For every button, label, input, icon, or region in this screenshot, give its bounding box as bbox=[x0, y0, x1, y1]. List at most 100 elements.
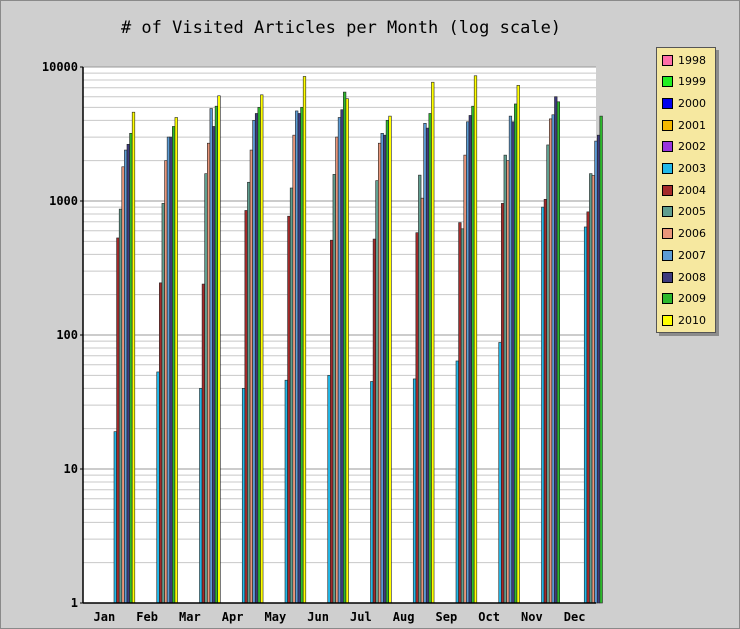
legend-label: 1999 bbox=[678, 75, 706, 89]
legend-item-2008: 2008 bbox=[662, 270, 706, 284]
bar-2005-aug bbox=[418, 174, 422, 604]
bar-2004-aug bbox=[415, 232, 419, 604]
legend-swatch bbox=[662, 293, 673, 305]
legend-swatch bbox=[662, 163, 673, 174]
x-tick-label-feb: Feb bbox=[136, 610, 158, 624]
bar-2010-jul bbox=[388, 115, 392, 604]
legend-swatch bbox=[662, 76, 673, 88]
bar-2003-aug bbox=[412, 378, 417, 604]
bar-2010-apr bbox=[260, 94, 264, 604]
legend-item-2009: 2009 bbox=[662, 292, 706, 306]
bar-2007-mar bbox=[209, 108, 213, 604]
bar-2007-jun bbox=[337, 117, 342, 604]
bar-2010-may bbox=[302, 76, 307, 604]
bar-2004-jun bbox=[330, 239, 334, 604]
bar-2005-apr bbox=[247, 181, 251, 604]
bar-2003-nov bbox=[541, 206, 545, 604]
bar-2010-feb bbox=[174, 117, 178, 604]
bar-2005-jan bbox=[118, 208, 123, 604]
legend-item-1998: 1998 bbox=[662, 53, 706, 67]
bar-2006-feb bbox=[164, 160, 168, 604]
bar-2009-jan bbox=[129, 133, 133, 604]
x-tick-label-jan: Jan bbox=[94, 610, 116, 624]
legend-swatch bbox=[662, 97, 673, 109]
x-tick-label-dec: Dec bbox=[564, 610, 586, 624]
bar-2007-sep bbox=[466, 121, 470, 604]
bar-2006-aug bbox=[420, 197, 424, 604]
bar-2004-oct bbox=[501, 203, 505, 604]
bar-2004-mar bbox=[201, 283, 206, 604]
bar-2005-sep bbox=[460, 228, 465, 604]
legend-item-1999: 1999 bbox=[662, 75, 706, 89]
bar-2003-oct bbox=[498, 342, 502, 604]
bar-2009-mar bbox=[214, 105, 219, 604]
bar-2006-jan bbox=[121, 166, 125, 604]
legend-label: 1998 bbox=[678, 53, 706, 67]
legend-label: 2002 bbox=[678, 140, 706, 154]
x-tick-label-jul: Jul bbox=[350, 610, 372, 624]
bar-2004-dec bbox=[586, 211, 590, 604]
bar-2003-jun bbox=[327, 375, 331, 604]
bar-2008-aug bbox=[425, 127, 430, 604]
bar-2007-dec bbox=[594, 140, 598, 604]
bar-2005-dec bbox=[589, 173, 593, 604]
bar-2009-dec bbox=[599, 115, 603, 604]
bar-2006-sep bbox=[463, 154, 467, 604]
x-tick-label-apr: Apr bbox=[222, 610, 244, 624]
bar-2008-feb bbox=[169, 136, 173, 604]
legend-item-2002: 2002 bbox=[662, 140, 706, 154]
chart-title: # of Visited Articles per Month (log sca… bbox=[120, 18, 562, 38]
bar-2003-jul bbox=[370, 381, 374, 604]
bar-2006-jul bbox=[377, 142, 382, 604]
y-tick-label: 10 bbox=[64, 462, 78, 476]
bar-2006-apr bbox=[249, 149, 253, 604]
bar-2005-jul bbox=[375, 180, 379, 604]
bar-2009-feb bbox=[172, 126, 176, 604]
bar-2009-nov bbox=[556, 101, 560, 604]
legend-item-2003: 2003 bbox=[662, 162, 706, 176]
bar-2006-dec bbox=[591, 175, 595, 604]
bar-2010-mar bbox=[217, 95, 221, 604]
legend-label: 2001 bbox=[678, 118, 706, 132]
bar-2008-sep bbox=[468, 115, 472, 604]
legend-swatch bbox=[662, 54, 673, 66]
legend-label: 2009 bbox=[678, 292, 706, 306]
legend-label: 2010 bbox=[678, 313, 706, 327]
legend-label: 2000 bbox=[678, 96, 706, 110]
bar-2005-feb bbox=[161, 203, 165, 604]
bar-2003-dec bbox=[583, 226, 588, 604]
x-tick-label-may: May bbox=[265, 610, 287, 624]
legend-swatch bbox=[662, 228, 673, 240]
bar-2010-sep bbox=[473, 75, 478, 604]
legend-swatch bbox=[662, 249, 673, 261]
x-tick-label-mar: Mar bbox=[179, 610, 201, 624]
bar-2008-oct bbox=[511, 121, 515, 604]
legend-swatch bbox=[662, 184, 673, 196]
bar-2005-oct bbox=[503, 154, 507, 604]
bar-2010-jun bbox=[345, 98, 349, 604]
bar-2010-aug bbox=[431, 81, 435, 604]
y-tick-label: 100 bbox=[56, 328, 78, 342]
bar-2010-jan bbox=[131, 111, 136, 604]
bar-2007-feb bbox=[166, 136, 171, 604]
bar-2004-feb bbox=[159, 282, 163, 604]
y-tick-label: 1000 bbox=[49, 194, 78, 208]
bar-2006-mar bbox=[207, 142, 211, 604]
bar-2009-may bbox=[300, 107, 304, 604]
bar-2006-oct bbox=[506, 160, 510, 604]
bar-2008-jan bbox=[126, 143, 130, 604]
bar-2005-mar bbox=[204, 173, 208, 604]
bar-2006-nov bbox=[548, 118, 553, 604]
bar-2009-jun bbox=[343, 91, 347, 604]
legend-swatch bbox=[662, 141, 673, 153]
bar-2003-may bbox=[284, 379, 288, 604]
legend-item-2005: 2005 bbox=[662, 205, 706, 219]
bar-2004-jan bbox=[116, 237, 120, 604]
legend-label: 2005 bbox=[678, 205, 706, 219]
bar-2004-may bbox=[287, 215, 291, 604]
bar-2008-nov bbox=[554, 96, 558, 604]
bar-2007-jul bbox=[380, 133, 384, 604]
legend-label: 2007 bbox=[678, 248, 706, 262]
